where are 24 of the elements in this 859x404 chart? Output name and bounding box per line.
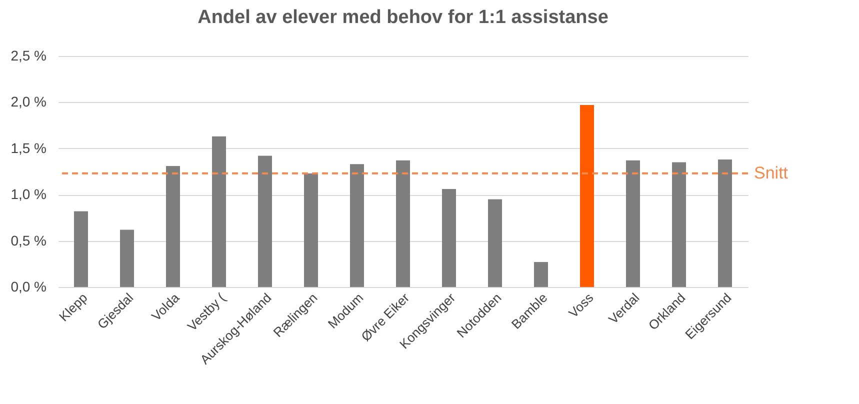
bar [442,189,456,287]
y-tick-label: 1,0 % [10,186,46,202]
ref-line-label: Snitt [754,163,788,182]
bar [626,160,640,287]
bar [258,156,272,287]
x-tick-label: Voss [566,290,597,321]
y-tick-label: 0,5 % [10,232,46,248]
y-tick-label: 2,0 % [10,94,46,110]
y-tick-label: 1,5 % [10,140,46,156]
bar [120,230,134,287]
bar [396,160,410,287]
bar [304,173,318,287]
y-tick-label: 0,0 % [10,278,46,294]
bar [166,166,180,287]
bar [672,162,686,287]
y-tick-label: 2,5 % [10,48,46,64]
chart-title: Andel av elever med behov for 1:1 assistanse [198,7,608,28]
bar [74,211,88,287]
bar [212,136,226,287]
bar [718,159,732,287]
bar [534,262,548,287]
bar [488,199,502,287]
bar [350,164,364,287]
bar [580,104,594,287]
